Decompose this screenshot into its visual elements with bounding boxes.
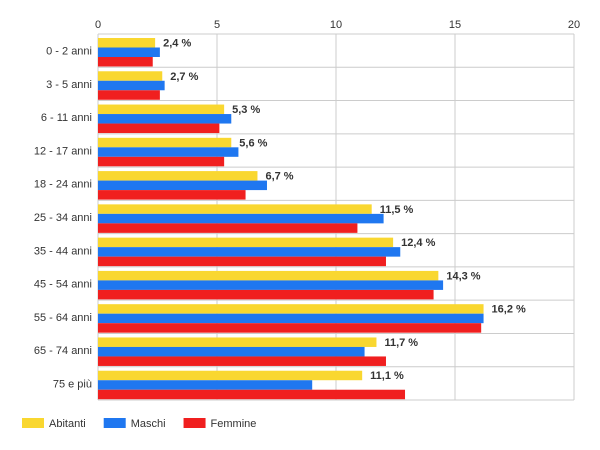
bar-femmine-5	[98, 223, 358, 233]
bar-abitanti-7	[98, 270, 439, 281]
category-label: 18 - 24 anni	[34, 179, 92, 191]
data-label: 14,3 %	[446, 270, 480, 282]
x-tick-label: 20	[568, 19, 580, 31]
bar-maschi-5	[98, 213, 384, 224]
category-label: 35 - 44 anni	[34, 245, 92, 257]
bar-abitanti-3	[98, 137, 232, 148]
legend: Abitanti Maschi Femmine	[22, 418, 256, 430]
legend-label: Maschi	[131, 418, 166, 430]
bar-femmine-6	[98, 256, 386, 267]
legend-swatch-femmine	[183, 418, 206, 428]
bar-abitanti-0	[98, 38, 156, 48]
legend-swatch-maschi	[103, 418, 126, 428]
category-labels: 0 - 2 anni 3 - 5 anni 6 - 11 anni 12 - 17 a…	[34, 46, 92, 391]
bar-maschi-8	[98, 313, 484, 324]
bar-abitanti-4	[98, 171, 258, 181]
x-tick-label: 5	[214, 19, 220, 31]
bar-abitanti-9	[98, 337, 377, 347]
bar-femmine-3	[98, 156, 225, 167]
bar-femmine-10	[98, 389, 406, 400]
bar-maschi-4	[98, 180, 267, 191]
bar-femmine-4	[98, 190, 246, 200]
data-label: 11,1 %	[370, 370, 404, 382]
category-label: 45 - 54 anni	[34, 279, 92, 291]
bar-maschi-2	[98, 114, 232, 124]
data-label: 11,5 %	[380, 204, 414, 216]
bar-maschi-3	[98, 147, 239, 157]
bar-maschi-0	[98, 47, 160, 57]
data-label: 6,7 %	[265, 171, 293, 183]
x-tick-label: 15	[449, 19, 461, 31]
category-label: 3 - 5 anni	[46, 79, 92, 91]
category-label: 75 e più	[53, 378, 92, 390]
bar-maschi-9	[98, 346, 365, 357]
bar-femmine-1	[98, 90, 160, 100]
x-tick-label: 10	[330, 19, 342, 31]
legend-label: Femmine	[211, 418, 257, 430]
data-label: 2,4 %	[163, 38, 191, 50]
bar-abitanti-8	[98, 304, 484, 314]
category-label: 55 - 64 anni	[34, 312, 92, 324]
data-label: 2,7 %	[170, 71, 198, 83]
bar-abitanti-10	[98, 370, 363, 381]
data-label: 5,3 %	[232, 104, 260, 116]
bar-maschi-10	[98, 380, 313, 390]
x-axis-ticks: 0 5 10 15 20	[95, 19, 580, 31]
category-label: 25 - 34 anni	[34, 212, 92, 224]
data-labels: 2,4 % 2,7 % 5,3 % 5,6 % 6,7 % 11,5 % 12,4 % 14,…	[163, 38, 526, 383]
data-label: 12,4 %	[401, 237, 435, 249]
data-label: 5,6 %	[239, 137, 267, 149]
bar-maschi-7	[98, 280, 444, 290]
category-label: 65 - 74 anni	[34, 345, 92, 357]
x-tick-label: 0	[95, 19, 101, 31]
category-label: 0 - 2 anni	[46, 46, 92, 58]
data-label: 16,2 %	[492, 304, 526, 316]
bar-maschi-1	[98, 80, 165, 91]
bar-maschi-6	[98, 247, 401, 257]
bar-femmine-8	[98, 323, 482, 333]
legend-swatch-abitanti	[22, 418, 44, 428]
bar-abitanti-6	[98, 237, 394, 248]
bars	[98, 38, 484, 400]
category-label: 12 - 17 anni	[34, 145, 92, 157]
bar-femmine-7	[98, 289, 434, 300]
bar-abitanti-1	[98, 71, 163, 81]
bar-abitanti-2	[98, 104, 225, 115]
data-label: 11,7 %	[384, 337, 418, 349]
category-label: 6 - 11 anni	[41, 112, 92, 124]
gridlines	[97, 33, 575, 401]
bar-femmine-2	[98, 123, 220, 134]
bar-femmine-9	[98, 356, 386, 366]
legend-label: Abitanti	[49, 418, 86, 430]
bar-abitanti-5	[98, 204, 372, 214]
bar-femmine-0	[98, 57, 153, 67]
